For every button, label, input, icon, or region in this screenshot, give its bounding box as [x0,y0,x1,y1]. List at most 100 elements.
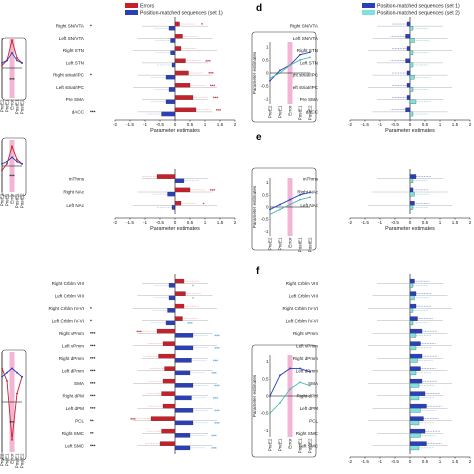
bar-series-2 [409,383,420,388]
x-tick-label: -0.5 [156,220,164,225]
bar-series-2 [174,420,194,426]
bar-series-2 [409,433,421,438]
x-tick-label: -2 [113,122,118,127]
bar-series-2 [409,178,414,183]
inset-y-tick: 1 [266,180,269,185]
inset-line-errors-point [11,438,13,441]
bar-series-2 [409,358,418,363]
inset-frame [251,167,317,251]
x-tick-label: 0 [409,459,412,464]
row-label: Left dPM [66,406,85,411]
bar-series-1 [174,83,191,88]
bar-series-1 [409,391,426,396]
x-tick-label: -2 [348,122,353,127]
inset-x-tick: Error [10,453,15,464]
inset-line-set2-point [269,213,271,216]
bar-series-1 [409,328,423,334]
bar-series-1 [164,366,176,371]
bar-series-2 [168,283,176,288]
sig-mark-blue: *** [214,346,220,351]
inset-y-tick: -1 [264,428,269,433]
sig-mark-blue: * [192,283,194,288]
bar-series-1 [174,95,194,100]
inset-x-tick: PreE2 [0,453,5,466]
inset-a: *** PreE2 PreE1 Error PostE1 PostE2 [0,37,27,114]
bar-series-1 [405,107,411,113]
sig-mark-blue: *** [213,396,219,401]
panel-label-f: f [256,266,260,277]
row-label: Left vPmm [62,343,84,348]
row-label: Left SMC [65,443,85,448]
inset-x-tick: PostE1 [15,193,20,208]
inset-sig-mark: *** [9,420,15,425]
x-tick-label: -1.5 [361,122,369,127]
bar-series-2 [174,383,194,388]
sig-mark-right: *** [216,108,222,113]
inset-line-set1-point [11,156,13,159]
inset-d: 1 0.5 0 -0.5 -1 Parameter estimates PreE2 PreE1… [251,31,317,123]
inset-x-tick: Error [288,237,293,248]
inset-x-tick: PostE2 [20,193,25,208]
bar-series-2 [409,333,417,338]
row-label: Left STN [66,60,84,65]
inset-line-set2-point [299,59,301,61]
sig-mark-blue: *** [211,433,217,438]
inset-line-set1-point [309,51,311,54]
sig-mark-right: *** [213,96,219,101]
x-tick-label: 0.5 [422,459,429,464]
row-label: Right vPmm [59,331,84,336]
x-tick-label: 1.5 [452,122,459,127]
inset-x-tick: PreE1 [5,99,10,112]
bar-series-1 [159,441,176,446]
row-label: mThms [303,176,319,181]
bar-series-1 [409,441,427,446]
row-mark-left: *** [90,381,96,386]
inset-frame [251,344,317,458]
inset-line-set1-point [21,62,23,64]
row-label: Right NAc [63,190,84,195]
bar-series-2 [409,395,420,401]
inset-line-errors-point [1,169,3,172]
chart-panel-b: mThms Right NAc *** Left NAc * -2 -1.5 -1 -0.5 0 0… [63,169,237,232]
row-label: dACC [72,109,85,114]
bar-series-2 [409,75,415,80]
x-tick-label: 2 [234,220,237,225]
x-tick-label: 1 [439,459,442,464]
inset-y-title: Parameter estimates [252,51,257,94]
inset-line-set1-point [11,51,13,54]
row-label: Right dPM [63,393,85,398]
sig-mark-right: *** [210,83,216,88]
row-label: Left striat/IPC [290,85,319,90]
row-label: Right Crblm VIII [52,281,84,286]
sig-mark-right: * [203,201,205,206]
inset-line-set2-point [269,77,271,80]
row-mark-left: *** [90,343,96,348]
row-label: Left NAc [66,203,84,208]
x-tick-label: 1 [439,122,442,127]
sig-mark-blue: *** [211,446,217,451]
bar-series-2 [409,38,415,43]
x-tick-label: -0.5 [391,459,399,464]
inset-x-tick: PostE2 [20,99,25,114]
legend-swatch-set1-right [362,3,375,8]
legend-swatch-set2 [362,10,375,15]
inset-line-set1-point [289,367,291,370]
row-label: Left dPM [300,406,319,411]
bar-series-1 [406,46,411,51]
bar-series-2 [165,99,176,104]
row-label: Right Crblm VIII [286,281,318,286]
inset-b: *** PreE2 PreE1 Error PostE1 PostE2 [0,137,27,208]
bar-series-1 [406,95,411,100]
legend-swatch-set1 [125,10,138,15]
inset-line-set2-point [279,72,281,74]
x-tick-label: -1.5 [126,122,134,127]
bar-series-1 [162,341,176,346]
bar-series-2 [165,320,176,326]
inset-x-tick: PreE2 [0,99,5,112]
bar-series-2 [409,283,414,288]
x-tick-label: -1.5 [361,459,369,464]
inset-x-tick: PreE2 [268,105,273,118]
x-tick-label: 0.5 [422,122,429,127]
sig-mark-red-left: *** [130,417,136,422]
inset-line-set2-point [299,198,301,201]
